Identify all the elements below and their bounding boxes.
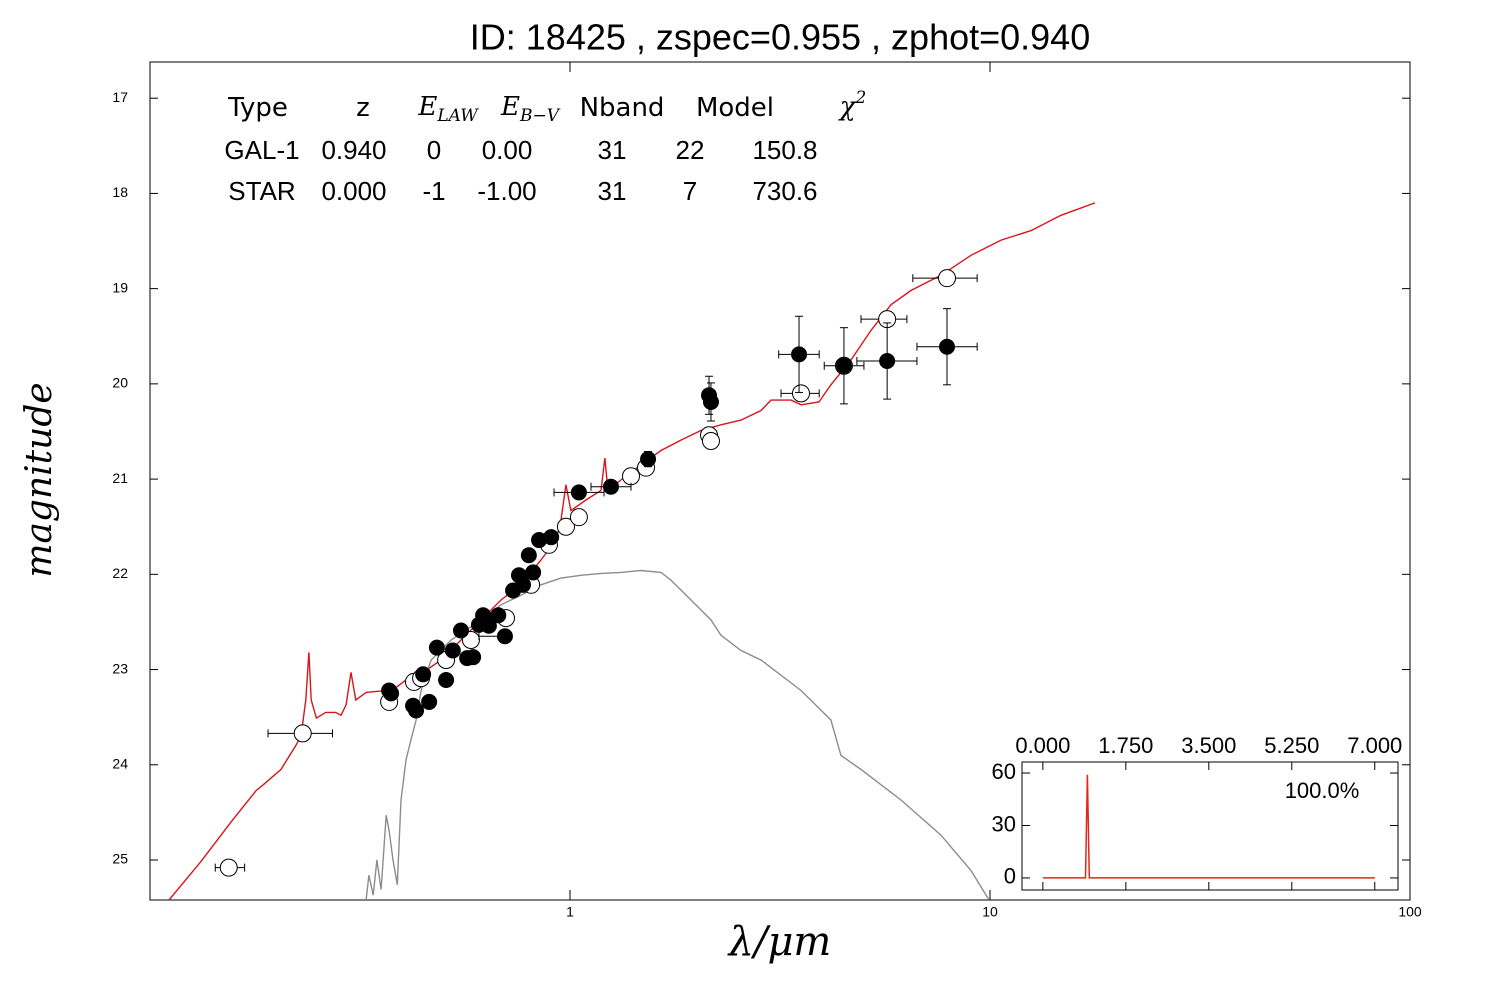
header-symbol: E [417, 92, 437, 122]
y-tick-label: 23 [112, 660, 128, 676]
observed-flux-point [465, 649, 482, 666]
y-tick-label: 18 [112, 184, 128, 200]
observed-flux-point [408, 702, 425, 719]
table-header: Type [227, 93, 288, 123]
observed-flux-point [640, 451, 657, 468]
header-symbol: E [500, 92, 520, 122]
table-header: ELAW [417, 92, 479, 126]
inset-x-tick-label: 1.750 [1098, 733, 1153, 758]
model-flux-point [621, 467, 640, 486]
table-cell: GAL-1 [224, 135, 299, 165]
table-cell: 730.6 [752, 176, 817, 206]
header-symbol: Nband [580, 93, 665, 123]
observed-flux-point [438, 672, 455, 689]
table-header: EB−V [500, 92, 561, 126]
table-cell: 31 [598, 135, 627, 165]
inset-x-tick-label: 0.000 [1015, 733, 1070, 758]
observed-flux-point [383, 685, 400, 702]
inset-x-tick-label: 7.000 [1347, 733, 1402, 758]
y-tick-label: 17 [112, 89, 128, 105]
table-cell: 0.00 [482, 135, 533, 165]
observed-flux-point [702, 393, 719, 410]
observed-flux-point [520, 547, 537, 564]
inset-plot: 0.000 1.750 3.500 5.250 7.000 0 30 60 100.0% [992, 733, 1402, 890]
plot-frame [149, 61, 1411, 901]
inset-y-tick-label: 0 [1004, 864, 1016, 889]
y-tick-label: 19 [112, 279, 128, 295]
observed-flux-point [602, 478, 619, 495]
observed-flux-point [444, 642, 461, 659]
table-cell: STAR [228, 176, 295, 206]
y-axis-label: magnitude [19, 382, 60, 577]
inset-x-tick-label: 3.500 [1181, 733, 1236, 758]
observed-flux-point [543, 529, 560, 546]
model-flux-point [938, 269, 957, 288]
observed-flux-point [939, 338, 956, 355]
y-tick-label: 25 [112, 851, 128, 867]
model-flux-point [569, 508, 588, 527]
observed-flux-point [525, 564, 542, 581]
y-tick-label: 22 [112, 565, 128, 581]
x-axis-label: λ/μm [727, 919, 832, 965]
inset-y-tick-label: 60 [992, 759, 1016, 784]
observed-flux-point [421, 693, 438, 710]
table-cell: 7 [683, 176, 697, 206]
observed-flux-point [515, 576, 532, 593]
table-cell: 0 [427, 135, 441, 165]
inset-frame [1021, 761, 1399, 891]
table-header: χ2 [838, 88, 867, 123]
y-tick-label: 21 [112, 470, 128, 486]
y-tick-label: 24 [112, 755, 128, 771]
table-cell: -1 [422, 176, 445, 206]
table-header: z [356, 93, 370, 123]
x-tick-label: 100 [1398, 904, 1422, 920]
observed-flux-point [879, 353, 896, 370]
header-superscript: 2 [854, 88, 866, 108]
inset-x-tick-label: 5.250 [1264, 733, 1319, 758]
chart-title: ID: 18425 , zspec=0.955 , zphot=0.940 [470, 17, 1090, 58]
inset-annotation: 100.0% [1285, 778, 1360, 803]
plot-area [168, 202, 1096, 900]
table-cell: 31 [598, 176, 627, 206]
observed-flux-point [496, 628, 513, 645]
observed-flux-point [428, 639, 445, 656]
header-symbol: Model [696, 93, 774, 123]
header-symbol: χ [838, 92, 858, 122]
model-flux-point [701, 432, 720, 451]
model-curve [365, 569, 990, 900]
model-flux-point [556, 517, 575, 536]
observed-flux-point [791, 346, 808, 363]
x-tick-label: 1 [566, 904, 574, 920]
header-symbol: Type [227, 93, 288, 123]
header-symbol: z [356, 93, 370, 123]
observed-flux-point [452, 622, 469, 639]
y-tick-label: 20 [112, 375, 128, 391]
observed-flux-point [480, 617, 497, 634]
table-header: Nband [580, 93, 665, 123]
table-header: Model [696, 93, 774, 123]
model-flux-point [293, 724, 312, 743]
observed-flux-point [490, 607, 507, 624]
model-flux-point [791, 384, 810, 403]
header-subscript: LAW [436, 106, 479, 126]
observed-flux-point [415, 666, 432, 683]
table-cell: 150.8 [752, 135, 817, 165]
observed-flux-point [570, 484, 587, 501]
x-tick-label: 10 [982, 904, 998, 920]
table-cell: 0.940 [321, 135, 386, 165]
redshift-pdf [1042, 774, 1375, 879]
header-subscript: B−V [519, 106, 561, 126]
inset-y-tick-label: 30 [992, 811, 1016, 836]
table-cell: 0.000 [321, 176, 386, 206]
table-cell: 22 [676, 135, 705, 165]
observed-flux-point [835, 357, 852, 374]
model-flux-point [219, 858, 238, 877]
table-cell: -1.00 [477, 176, 536, 206]
